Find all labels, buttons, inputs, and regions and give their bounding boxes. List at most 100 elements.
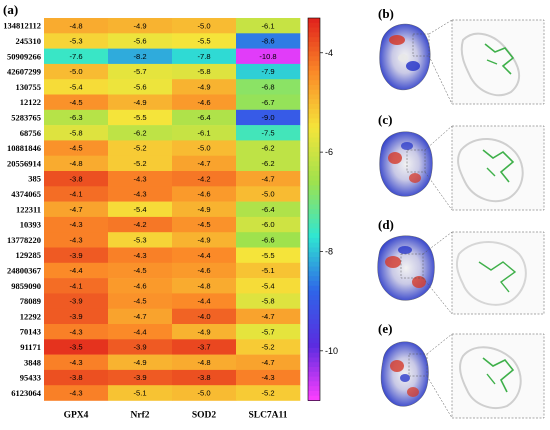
colorbar-segment [308,199,320,205]
heatmap-cell [108,278,173,294]
heatmap-cell [44,232,109,248]
heatmap-cell [236,109,301,126]
colorbar-segment [308,390,320,397]
column-label: SOD2 [192,411,217,421]
heatmap-cell [236,232,301,248]
heatmap-cell-value: -6.3 [69,113,82,122]
heatmap-cell-value: -4.3 [69,388,82,397]
heatmap-cell-value: -6.4 [261,205,274,214]
heatmap-cell-value: -7.6 [69,52,82,61]
row-label: 122311 [16,204,41,214]
heatmap-cell-value: -4.2 [133,220,146,229]
heatmap-cell-value: -5.7 [261,327,274,336]
heatmap-cell-value: -5.2 [133,159,146,168]
heatmap-cell-value: -4.4 [197,251,210,260]
colorbar-segment [308,18,320,24]
heatmap-cell-value: -4.8 [197,281,210,290]
row-label: 42607299 [7,67,41,77]
heatmap-cell-value: -4.9 [197,327,210,336]
row-label: 50909266 [7,51,41,61]
row-label: 10393 [20,220,41,230]
heatmap-cell-value: -5.3 [69,37,82,46]
heatmap-cell [236,216,301,233]
heatmap-cell-value: -6.8 [261,82,274,91]
heatmap-cell-value: -8.6 [261,37,274,46]
heatmap-cell [108,262,173,279]
heatmap-cell [108,201,173,218]
heatmap-cell-value: -4.8 [197,358,210,367]
heatmap-cell-value: -9.0 [261,113,274,122]
heatmap-cell [172,262,237,279]
heatmap-cell [44,262,109,279]
heatmap-cell [236,324,301,340]
heatmap-cell [236,79,301,95]
colorbar-segment [308,32,320,38]
colorbar-segment [308,142,320,148]
colorbar-frame [307,17,321,401]
heatmap-cell-value: -4.9 [133,98,146,107]
heatmap-cell-value: -4.7 [197,159,210,168]
row-label: 91171 [20,342,41,352]
colorbar-segment [308,70,320,76]
heatmap-cell [172,109,237,126]
row-label: 5283765 [11,112,41,122]
colorbar-segment [308,61,320,67]
heatmap-cell-value: -4.1 [69,281,82,290]
heatmap-cell [44,79,109,95]
row-label: 130755 [16,82,42,92]
heatmap-cell [44,339,109,355]
heatmap-cell-value: -4.7 [261,358,274,367]
heatmap-cell-value: -4.5 [69,144,82,153]
heatmap-cell [236,48,301,65]
heatmap-cell-value: -4.8 [69,21,82,30]
heatmap-cell [44,125,109,141]
heatmap-cell-value: -3.8 [197,373,210,382]
panel-label-b: (b) [378,6,394,21]
heatmap-cell-value: -6.2 [133,128,146,137]
colorbar-segment [308,80,320,86]
heatmap-cell-value: -3.8 [69,373,82,382]
panel-label-e: (e) [378,321,393,336]
colorbar-segment [308,261,320,268]
colorbar-segment [308,304,320,311]
heatmap-cell [44,155,109,172]
heatmap-cell-value: -5.1 [261,266,274,275]
row-label: 24800367 [7,265,42,275]
heatmap-cell [172,293,237,309]
row-label: 10881846 [7,143,41,153]
heatmap-cell [44,354,109,371]
heatmap-cell-value: -3.8 [69,174,82,183]
heatmap-cell [44,369,109,386]
heatmap-cell [44,278,109,294]
row-label: 134812112 [3,21,41,31]
heatmap-cell [44,18,109,34]
heatmap-cell-value: -4.3 [69,327,82,336]
heatmap-cell [44,385,109,401]
heatmap-cell [44,48,109,65]
colorbar-segment [308,104,320,110]
heatmap-cell-value: -4.2 [197,174,210,183]
heatmap-cell [172,63,237,80]
heatmap-cell-value: -4.0 [197,312,210,321]
row-label: 3848 [24,357,41,367]
column-label: GPX4 [64,411,89,421]
heatmap-cell [108,216,173,233]
colorbar-tick-label: -8 [325,246,333,256]
heatmap-cell [44,201,109,218]
heatmap-cell [44,308,109,325]
heatmap-cell-value: -7.9 [261,67,274,76]
colorbar-segment [308,266,320,272]
heatmap-cell [108,293,173,309]
heatmap-cell [44,94,109,111]
heatmap-cell-value: -5.5 [133,113,146,122]
heatmap-cell [172,94,237,111]
heatmap-cell-value: -8.2 [133,52,146,61]
heatmap-cell-value: -5.7 [133,67,146,76]
structure-e [380,333,545,419]
heatmap-cell-value: -3.9 [133,373,146,382]
heatmap-cell-value: -5.8 [261,297,274,306]
row-label: 245310 [16,36,42,46]
colorbar-segment [308,137,320,143]
row-label: 12292 [20,311,41,321]
panel-label-d: (d) [378,217,394,232]
